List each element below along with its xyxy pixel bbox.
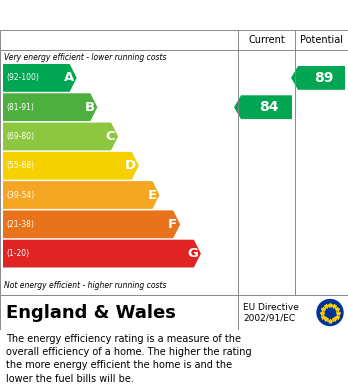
Text: (39-54): (39-54) [6, 190, 34, 199]
Text: D: D [125, 159, 136, 172]
Text: (55-68): (55-68) [6, 161, 34, 170]
Text: Energy Efficiency Rating: Energy Efficiency Rating [7, 7, 217, 23]
Text: 84: 84 [259, 100, 278, 114]
Polygon shape [291, 66, 345, 90]
Text: G: G [187, 247, 198, 260]
Text: (21-38): (21-38) [6, 220, 34, 229]
Text: (92-100): (92-100) [6, 74, 39, 83]
Polygon shape [3, 240, 201, 267]
Circle shape [317, 300, 343, 325]
Text: Very energy efficient - lower running costs: Very energy efficient - lower running co… [4, 53, 166, 62]
Polygon shape [3, 122, 118, 151]
Text: The energy efficiency rating is a measure of the
overall efficiency of a home. T: The energy efficiency rating is a measur… [6, 334, 252, 384]
Polygon shape [3, 152, 139, 179]
Text: A: A [63, 72, 74, 84]
Text: England & Wales: England & Wales [6, 303, 176, 321]
Text: F: F [168, 218, 177, 231]
Text: (1-20): (1-20) [6, 249, 29, 258]
Text: 89: 89 [314, 71, 333, 85]
Text: Current: Current [248, 35, 285, 45]
Polygon shape [3, 93, 97, 121]
Text: E: E [147, 188, 157, 201]
Polygon shape [3, 210, 180, 238]
Text: (81-91): (81-91) [6, 103, 34, 112]
Polygon shape [234, 95, 292, 119]
Text: Potential: Potential [300, 35, 343, 45]
Text: (69-80): (69-80) [6, 132, 34, 141]
Text: B: B [84, 100, 94, 114]
Text: EU Directive
2002/91/EC: EU Directive 2002/91/EC [243, 303, 299, 322]
Text: Not energy efficient - higher running costs: Not energy efficient - higher running co… [4, 281, 166, 290]
Text: C: C [105, 130, 115, 143]
Polygon shape [3, 64, 77, 92]
Polygon shape [3, 181, 159, 209]
